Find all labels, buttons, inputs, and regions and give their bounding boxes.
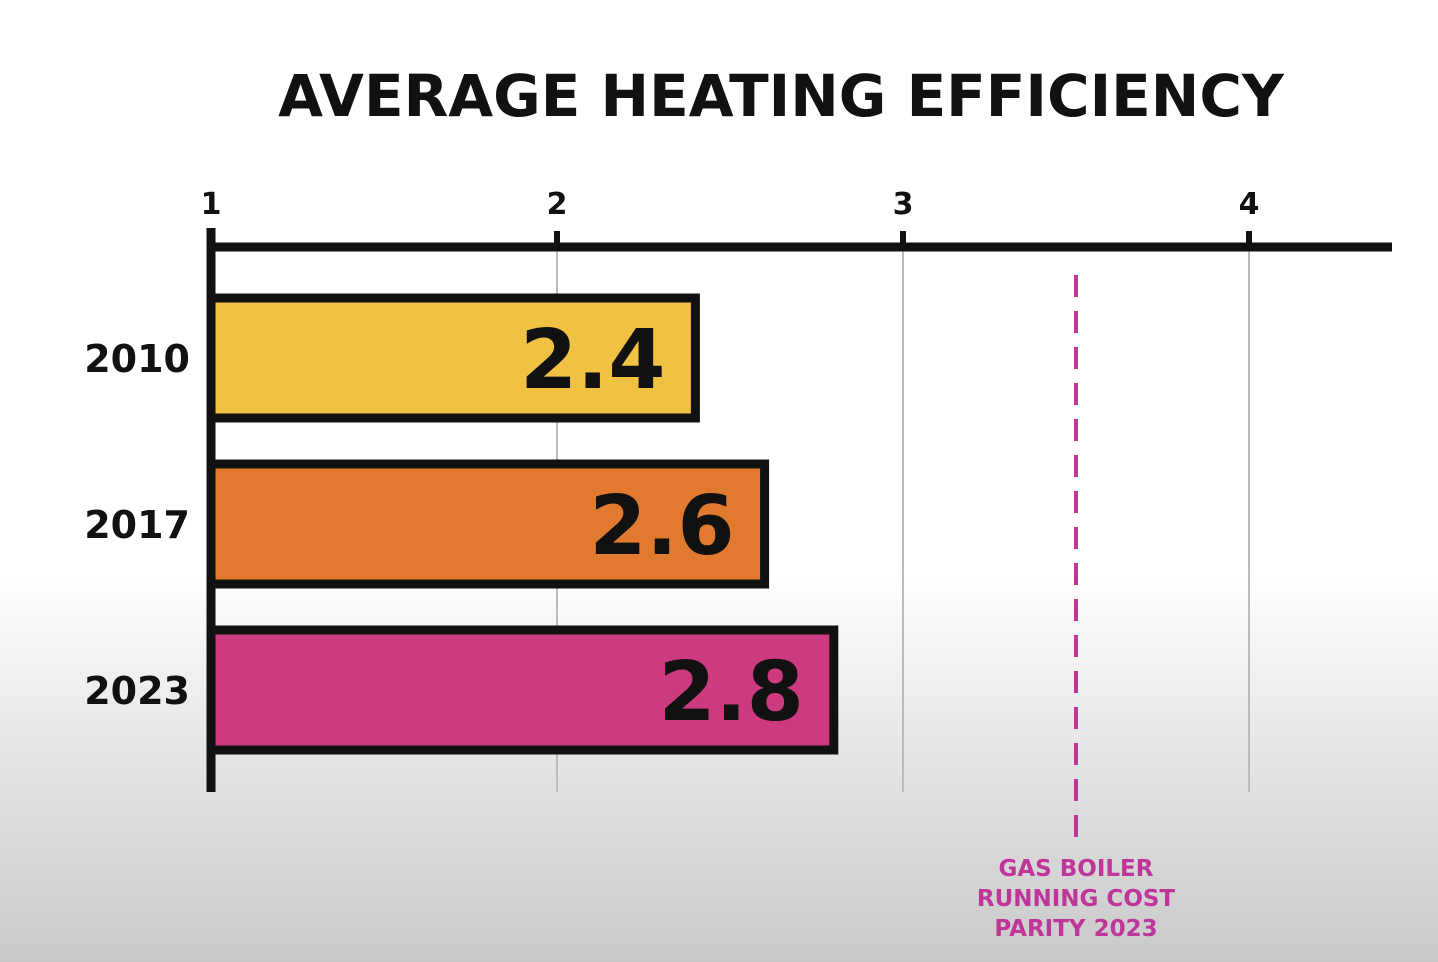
reference-line-label: PARITY 2023: [994, 916, 1157, 942]
reference-line-group: GAS BOILER RUNNING COST PARITY 2023: [977, 275, 1176, 942]
x-tick-label: 3: [893, 187, 914, 222]
value-label: 2.4: [520, 313, 665, 408]
x-tick-label: 2: [547, 187, 568, 222]
reference-line-label: RUNNING COST: [977, 886, 1176, 912]
x-tick-label: 1: [201, 187, 222, 222]
category-label: 2023: [84, 669, 190, 713]
value-label: 2.6: [589, 479, 734, 574]
chart-title: AVERAGE HEATING EFFICIENCY: [278, 62, 1285, 130]
category-label: 2017: [84, 503, 190, 547]
bars-group: 2010 2.4 2017 2.6 2023 2.8: [84, 293, 839, 755]
x-tick-label: 4: [1239, 187, 1260, 222]
axes-group: 1 2 3 4: [201, 187, 1392, 792]
value-label: 2.8: [659, 645, 804, 740]
reference-line-label: GAS BOILER: [999, 856, 1154, 882]
bar: [206, 293, 700, 423]
category-label: 2010: [84, 337, 190, 381]
bar: [206, 625, 839, 755]
